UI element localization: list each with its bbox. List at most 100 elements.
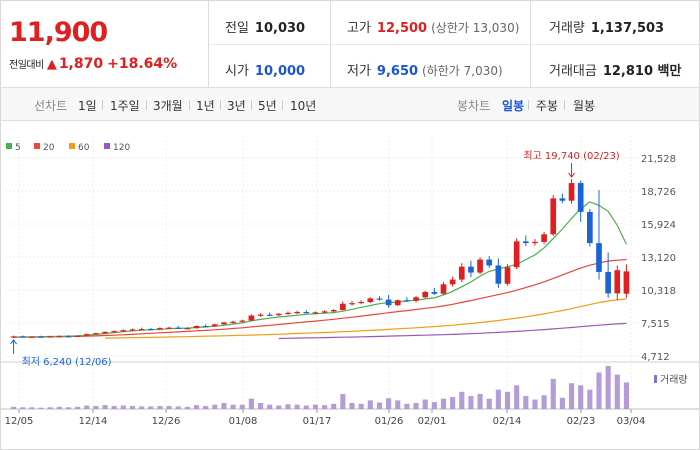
volume-bar: [11, 406, 17, 409]
volume-bar: [349, 402, 355, 409]
candle-body: [468, 266, 474, 273]
candle-body: [239, 320, 246, 322]
min-price-annotation: 최저 6,240 (12/06): [22, 356, 112, 368]
volume-bar: [203, 405, 209, 409]
ma-legend-swatch: [69, 143, 75, 149]
price-chart[interactable]: 21,528 18,726 15,924 13,120 10,318 7,515 4,712…: [1, 122, 699, 450]
volume-bar: [413, 402, 419, 409]
tab-monthly[interactable]: 월봉: [573, 99, 596, 113]
candle-body: [550, 198, 557, 235]
candle-body: [358, 301, 364, 304]
candlestick-chart[interactable]: 21,528 18,726 15,924 13,120 10,318 7,515 4,712…: [1, 122, 699, 450]
tab-3m[interactable]: 3개월: [153, 99, 183, 113]
info-col-1: 전일 10,030 시가 10,000: [209, 1, 331, 88]
volume-bar: [541, 395, 547, 409]
candle-body: [568, 183, 575, 201]
tab-divider: [251, 100, 252, 110]
tab-weekly[interactable]: 주봉: [536, 99, 559, 113]
candle-body: [166, 327, 172, 329]
price-tick-label: 18,726: [641, 187, 676, 198]
candle-body: [477, 259, 483, 273]
volume-bar: [367, 400, 373, 409]
volume-bar: [184, 406, 190, 409]
volume-bar: [386, 398, 392, 409]
volume-bar: [257, 402, 264, 409]
change-row: 전일대비 ▲ 1,870 +18.64%: [9, 56, 177, 72]
ma-legend-label: 20: [43, 143, 55, 153]
candle-body: [513, 241, 520, 268]
volume-bar: [102, 405, 108, 409]
date-tick-label: 12/14: [79, 416, 108, 427]
price-tick-label: 10,318: [641, 286, 676, 297]
candle-body: [532, 241, 538, 244]
candle-body: [413, 297, 419, 301]
volume-bar: [614, 374, 620, 409]
candle-body: [404, 300, 410, 302]
tab-3y[interactable]: 3년: [227, 99, 246, 113]
tab-10y[interactable]: 10년: [290, 99, 317, 113]
candle-body: [65, 336, 72, 338]
volume-bar: [376, 402, 383, 409]
candle-body: [458, 266, 465, 280]
ma5-line: [13, 201, 627, 338]
amount-label: 거래대금: [549, 64, 597, 79]
volume-bar: [139, 406, 145, 409]
volume-bar: [486, 398, 492, 409]
volume-bar: [47, 407, 53, 409]
candle-body: [431, 291, 438, 294]
volume-value: 1,137,503: [590, 21, 665, 36]
candle-body: [93, 333, 99, 335]
candle-body: [340, 303, 346, 310]
candle-body: [367, 298, 374, 302]
candle-body: [102, 331, 108, 334]
candle-body: [230, 321, 236, 323]
volume-bar: [504, 391, 511, 409]
volume-bar: [239, 404, 245, 409]
candle-body: [623, 271, 630, 294]
candle-body: [303, 311, 310, 314]
tab-1w[interactable]: 1주일: [110, 99, 140, 113]
ma-legend-swatch: [34, 143, 40, 149]
change-label: 전일대비: [9, 60, 44, 71]
volume-bar: [468, 396, 474, 409]
tab-1y[interactable]: 1년: [196, 99, 215, 113]
volume-bar: [175, 406, 181, 409]
volume-bar: [340, 393, 346, 409]
amount-value: 12,810 백만: [602, 64, 682, 79]
tab-1d[interactable]: 1일: [78, 99, 97, 113]
max-arrow-head-icon: [568, 172, 575, 178]
volume-bar: [395, 400, 401, 409]
upper-limit: (상한가 13,030): [431, 21, 520, 35]
volume-bar: [440, 398, 447, 409]
volume-bar: [294, 404, 300, 409]
volume-bar: [276, 405, 282, 409]
candle-body: [211, 324, 218, 327]
volume-bar: [532, 399, 538, 409]
volume-bar: [495, 389, 501, 409]
volume-bar: [459, 391, 465, 409]
tab-daily[interactable]: 일봉: [502, 99, 525, 113]
candle-body: [257, 314, 264, 316]
volume-bar: [230, 404, 236, 409]
volume-bar: [285, 404, 291, 409]
candle-chart-title: 봉차트: [457, 99, 491, 113]
tab-divider: [189, 100, 190, 110]
info-col-3: 거래량 1,137,503 거래대금 12,810 백만: [531, 1, 699, 88]
high-value: 12,500: [376, 21, 428, 36]
tab-5y[interactable]: 5년: [258, 99, 277, 113]
date-tick-label: 03/04: [617, 416, 646, 427]
volume-bar: [303, 405, 309, 409]
candle-body: [19, 336, 26, 338]
candle-body: [184, 328, 191, 330]
low-value: 9,650: [376, 64, 419, 79]
candle-body: [202, 325, 209, 328]
volume-legend-swatch: [654, 375, 657, 383]
candle-body: [294, 311, 300, 314]
high-label: 고가: [347, 21, 371, 36]
volume-bar: [568, 383, 575, 409]
date-tick-label: 02/23: [567, 416, 596, 427]
volume-bar: [111, 405, 117, 409]
volume-bar: [623, 382, 629, 409]
tab-divider: [564, 100, 565, 110]
price-tick-label: 15,924: [641, 220, 676, 231]
